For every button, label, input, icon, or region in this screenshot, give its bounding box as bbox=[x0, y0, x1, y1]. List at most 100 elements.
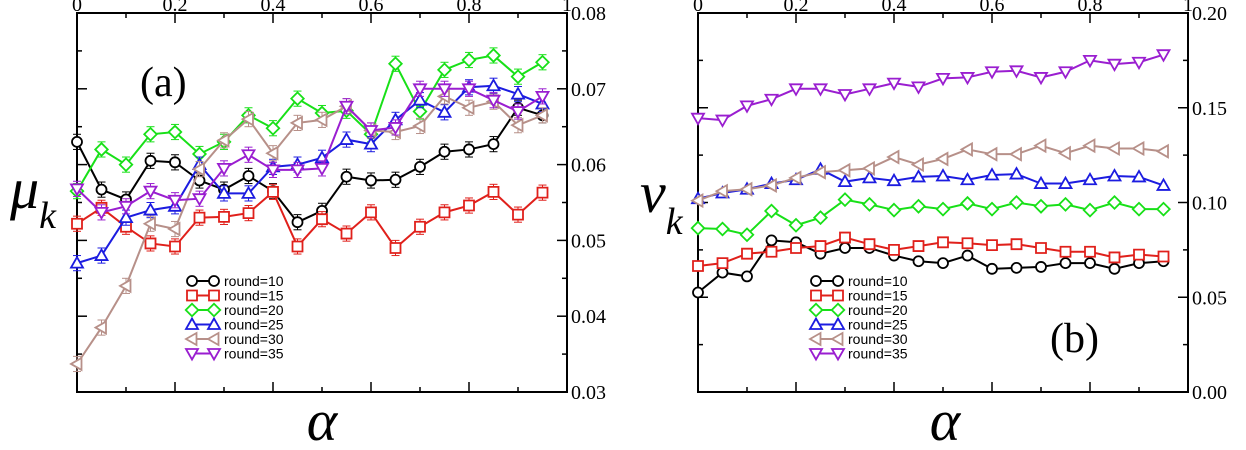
legend-marker bbox=[208, 275, 220, 287]
data-point bbox=[937, 257, 949, 270]
legend-label: round=20 bbox=[848, 302, 908, 318]
data-point bbox=[984, 201, 1000, 217]
data-point bbox=[984, 66, 1000, 80]
data-point bbox=[1035, 242, 1047, 254]
data-point bbox=[438, 145, 451, 158]
data-point bbox=[861, 83, 878, 97]
data-point bbox=[910, 198, 927, 214]
data-point bbox=[169, 240, 181, 253]
data-point bbox=[886, 77, 902, 91]
data-point bbox=[240, 149, 257, 163]
data-point bbox=[690, 112, 706, 126]
chart-panel-a: μk α (a) 0 0.2 0.4 0.6 0.8 1 0.03 0.04 0.05 0.06 0… bbox=[9, 0, 606, 450]
legend-marker bbox=[186, 289, 198, 302]
data-point bbox=[692, 286, 704, 299]
x-tick-label: 1 bbox=[562, 0, 572, 16]
data-point bbox=[461, 100, 475, 116]
y-tick-label: 0.15 bbox=[1192, 98, 1227, 120]
data-point bbox=[1157, 250, 1170, 263]
y-axis-label: μk bbox=[9, 156, 57, 237]
data-point bbox=[1108, 251, 1121, 264]
data-point bbox=[289, 115, 303, 131]
data-point bbox=[216, 162, 232, 177]
data-point bbox=[886, 202, 902, 218]
series-line bbox=[697, 198, 1164, 236]
data-point bbox=[1082, 138, 1096, 154]
legend-label: round=20 bbox=[224, 302, 284, 318]
legend-label: round=10 bbox=[224, 273, 284, 289]
legend-marker bbox=[206, 348, 222, 362]
data-point bbox=[169, 156, 181, 169]
y-axis-label-subscript: k bbox=[666, 201, 684, 243]
x-tick-label: 0.8 bbox=[1078, 0, 1103, 16]
data-point bbox=[414, 160, 426, 173]
data-point bbox=[463, 199, 475, 212]
data-point bbox=[363, 136, 379, 150]
data-point bbox=[1131, 56, 1147, 71]
legend-marker bbox=[206, 302, 222, 318]
data-point bbox=[265, 164, 281, 178]
data-point bbox=[314, 162, 330, 177]
data-point bbox=[739, 181, 753, 197]
y-tick-label: 0.08 bbox=[571, 3, 606, 25]
data-point bbox=[961, 249, 974, 262]
x-tick-label: 0.2 bbox=[163, 0, 188, 16]
data-point bbox=[412, 118, 426, 134]
data-point bbox=[387, 56, 404, 72]
y-tick-label: 0.20 bbox=[1192, 3, 1227, 25]
data-point bbox=[510, 69, 526, 85]
series-line bbox=[697, 53, 1164, 122]
data-point bbox=[1057, 66, 1074, 80]
data-point bbox=[886, 149, 900, 165]
data-point bbox=[861, 170, 878, 184]
y-axis-label-subscript: k bbox=[39, 195, 57, 237]
data-point bbox=[837, 173, 853, 188]
data-point bbox=[912, 255, 925, 268]
data-point bbox=[1059, 245, 1072, 258]
legend-marker bbox=[830, 348, 846, 362]
data-point bbox=[216, 132, 230, 148]
data-point bbox=[812, 83, 829, 97]
legend-label: round=15 bbox=[848, 288, 908, 304]
data-point bbox=[1131, 140, 1145, 157]
data-point bbox=[142, 216, 156, 232]
data-point bbox=[510, 117, 524, 133]
y-tick-label: 0.03 bbox=[571, 382, 606, 404]
data-point bbox=[118, 278, 132, 294]
series-round-15 bbox=[692, 231, 1170, 272]
y-tick-label: 0.06 bbox=[571, 155, 606, 177]
data-point bbox=[910, 81, 927, 95]
data-point bbox=[387, 122, 404, 136]
data-point bbox=[690, 220, 706, 236]
x-tick-label: 0.2 bbox=[784, 0, 809, 16]
data-point bbox=[886, 172, 902, 187]
data-point bbox=[71, 135, 83, 148]
series-round-20 bbox=[690, 192, 1172, 243]
legend-label: round=30 bbox=[224, 331, 284, 347]
series-round-30 bbox=[69, 88, 548, 373]
data-point bbox=[1106, 194, 1123, 211]
data-point bbox=[1035, 261, 1047, 273]
legend-label: round=10 bbox=[848, 273, 908, 289]
series-line bbox=[697, 144, 1164, 202]
legend-marker bbox=[808, 316, 824, 330]
legend-label: round=15 bbox=[224, 288, 284, 304]
legend-marker bbox=[186, 275, 198, 287]
data-point bbox=[1155, 177, 1172, 191]
data-point bbox=[191, 161, 205, 177]
data-point bbox=[912, 240, 925, 252]
data-point bbox=[338, 100, 355, 115]
data-point bbox=[861, 160, 875, 176]
data-point bbox=[436, 62, 453, 78]
legend-marker bbox=[808, 348, 824, 362]
data-point bbox=[93, 320, 107, 336]
data-point bbox=[71, 217, 83, 230]
panel-label: (b) bbox=[1050, 316, 1099, 362]
data-point bbox=[763, 203, 780, 219]
data-point bbox=[289, 164, 306, 178]
data-point bbox=[69, 356, 83, 372]
data-point bbox=[118, 209, 134, 224]
legend-marker bbox=[832, 275, 844, 287]
data-point bbox=[536, 186, 549, 199]
legend: round=10round=15round=20round=25round=30… bbox=[808, 273, 908, 362]
